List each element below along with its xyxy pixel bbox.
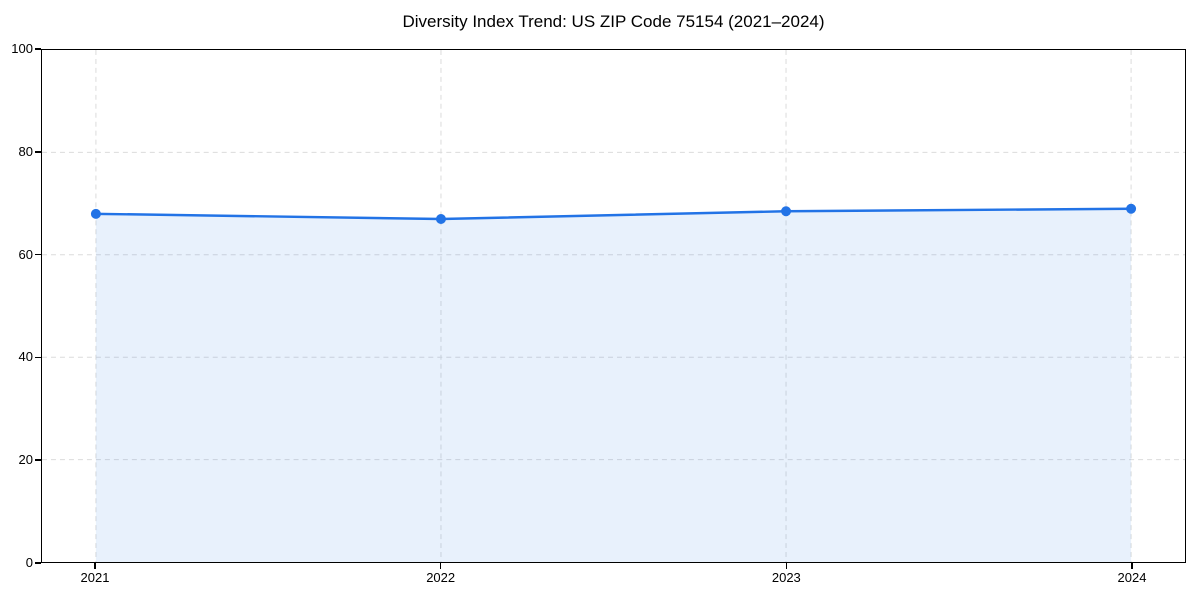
x-tick-mark bbox=[785, 563, 788, 569]
x-tick-label: 2021 bbox=[80, 570, 110, 585]
plot-area bbox=[41, 49, 1186, 563]
data-point-marker bbox=[435, 213, 446, 224]
x-tick-mark bbox=[94, 563, 96, 569]
x-tick-mark bbox=[439, 563, 442, 569]
y-tick-label: 80 bbox=[18, 143, 33, 159]
area-fill bbox=[95, 208, 1132, 562]
y-tick-mark bbox=[35, 562, 41, 564]
x-tick-mark bbox=[1131, 563, 1133, 569]
y-tick-mark bbox=[35, 48, 41, 50]
x-tick-label: 2022 bbox=[426, 570, 456, 585]
y-tick-label: 40 bbox=[18, 349, 33, 365]
y-tick-mark bbox=[35, 151, 41, 153]
x-tick-label: 2023 bbox=[771, 570, 801, 585]
y-tick-label: 100 bbox=[11, 41, 33, 56]
data-point-marker bbox=[781, 206, 792, 217]
y-tick-mark bbox=[35, 253, 41, 256]
y-tick-label: 0 bbox=[25, 555, 33, 570]
data-point-marker bbox=[90, 208, 101, 219]
data-point-marker bbox=[1126, 203, 1137, 214]
y-tick-label: 20 bbox=[18, 452, 33, 468]
line-chart-svg bbox=[42, 50, 1185, 562]
chart-title: Diversity Index Trend: US ZIP Code 75154… bbox=[402, 12, 825, 31]
y-tick-mark bbox=[35, 356, 41, 359]
x-tick-label: 2024 bbox=[1117, 570, 1147, 585]
y-tick-label: 60 bbox=[18, 246, 33, 262]
y-tick-mark bbox=[35, 459, 41, 461]
trend-line bbox=[94, 207, 1133, 221]
